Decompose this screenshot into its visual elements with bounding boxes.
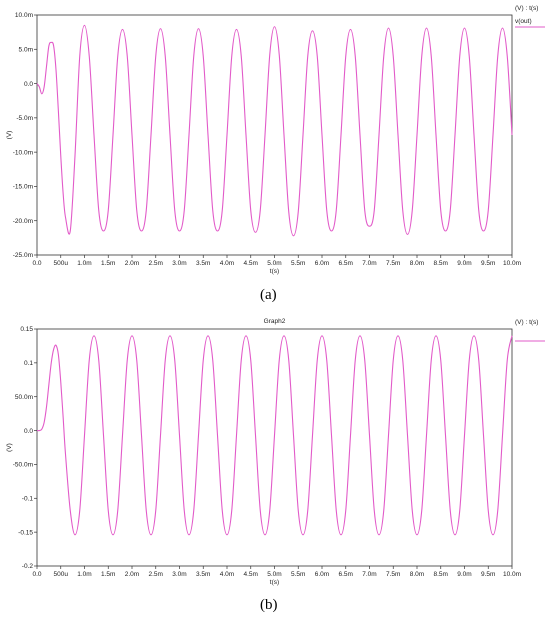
chart-title-b: Graph2 — [264, 318, 286, 325]
x-tick-label-a: 6.5m — [339, 260, 353, 267]
x-tick-label-b: 2.0m — [125, 571, 139, 578]
y-tick-label-a: -20.0m — [13, 218, 33, 225]
legend-header-a: (V) : t(s) — [515, 5, 538, 12]
y-tick-label-a: 0.0 — [24, 81, 33, 88]
y-tick-label-a: 10.0m — [15, 12, 33, 19]
x-tick-label-b: 6.5m — [339, 571, 353, 578]
x-tick-label-a: 3.5m — [196, 260, 210, 267]
x-tick-label-a: 4.5m — [244, 260, 258, 267]
x-tick-label-b: 1.5m — [101, 571, 115, 578]
x-tick-label-a: 9.0m — [457, 260, 471, 267]
y-tick-label-a: -10.0m — [13, 149, 33, 156]
x-tick-label-b: 8.5m — [434, 571, 448, 578]
x-axis-label-b: t(s) — [270, 579, 279, 586]
x-tick-label-a: 1.5m — [101, 260, 115, 267]
x-tick-label-a: 9.5m — [481, 260, 495, 267]
legend-header-b: (V) : t(s) — [515, 319, 538, 326]
x-tick-label-a: 5.0m — [267, 260, 281, 267]
caption-b: (b) — [260, 597, 278, 613]
y-tick-label-b: -0.2 — [22, 563, 34, 570]
x-tick-label-b: 8.0m — [410, 571, 424, 578]
x-tick-label-a: 7.5m — [386, 260, 400, 267]
x-tick-label-b: 1.0m — [77, 571, 91, 578]
y-axis-label-a: (V) — [6, 131, 13, 140]
x-tick-label-b: 4.5m — [244, 571, 258, 578]
x-tick-label-b: 6.0m — [315, 571, 329, 578]
x-tick-label-b: 5.5m — [291, 571, 305, 578]
x-tick-label-b: 7.0m — [362, 571, 376, 578]
y-tick-label-b: 0.0 — [24, 428, 33, 435]
x-tick-label-a: 3.0m — [172, 260, 186, 267]
legend-entry-a: v(out) — [515, 18, 532, 25]
x-tick-label-a: 8.5m — [434, 260, 448, 267]
caption-a: (a) — [260, 287, 277, 303]
x-tick-label-b: 3.0m — [172, 571, 186, 578]
y-tick-label-b: 0.1 — [24, 360, 33, 367]
y-tick-label-a: -15.0m — [13, 184, 33, 191]
y-tick-label-b: -50.0m — [13, 462, 33, 469]
plot-frame-a — [36, 14, 513, 256]
series-line-b — [36, 335, 513, 536]
y-tick-label-a: -5.0m — [16, 115, 33, 122]
x-tick-label-a: 8.0m — [410, 260, 424, 267]
x-axis-label-a: t(s) — [270, 268, 279, 275]
x-tick-label-a: 2.0m — [125, 260, 139, 267]
x-tick-label-b: 7.5m — [386, 571, 400, 578]
y-tick-label-b: 50.0m — [15, 394, 33, 401]
x-tick-label-a: 0.0 — [32, 260, 41, 267]
y-tick-label-b: -0.1 — [22, 495, 34, 502]
y-tick-label-b: 0.15 — [20, 326, 33, 333]
x-tick-label-b: 0.0 — [32, 571, 41, 578]
y-tick-label-a: -25.0m — [13, 252, 33, 259]
x-tick-label-b: 3.5m — [196, 571, 210, 578]
x-tick-label-b: 2.5m — [149, 571, 163, 578]
x-tick-label-a: 7.0m — [362, 260, 376, 267]
y-axis-label-b: (V) — [6, 443, 13, 452]
x-tick-label-a: 2.5m — [149, 260, 163, 267]
y-tick-label-a: 5.0m — [19, 46, 33, 53]
x-tick-label-b: 4.0m — [220, 571, 234, 578]
x-tick-label-a: 6.0m — [315, 260, 329, 267]
x-tick-label-b: 5.0m — [267, 571, 281, 578]
x-tick-label-b: 9.5m — [481, 571, 495, 578]
x-tick-label-a: 10.0m — [503, 260, 521, 267]
x-tick-label-b: 10.0m — [503, 571, 521, 578]
x-tick-label-a: 4.0m — [220, 260, 234, 267]
series-line-a — [36, 24, 513, 237]
y-tick-label-b: -0.15 — [18, 529, 33, 536]
x-tick-label-a: 1.0m — [77, 260, 91, 267]
x-tick-label-b: 500u — [54, 571, 69, 578]
x-tick-label-b: 9.0m — [457, 571, 471, 578]
x-tick-label-a: 5.5m — [291, 260, 305, 267]
x-tick-label-a: 500u — [54, 260, 69, 267]
